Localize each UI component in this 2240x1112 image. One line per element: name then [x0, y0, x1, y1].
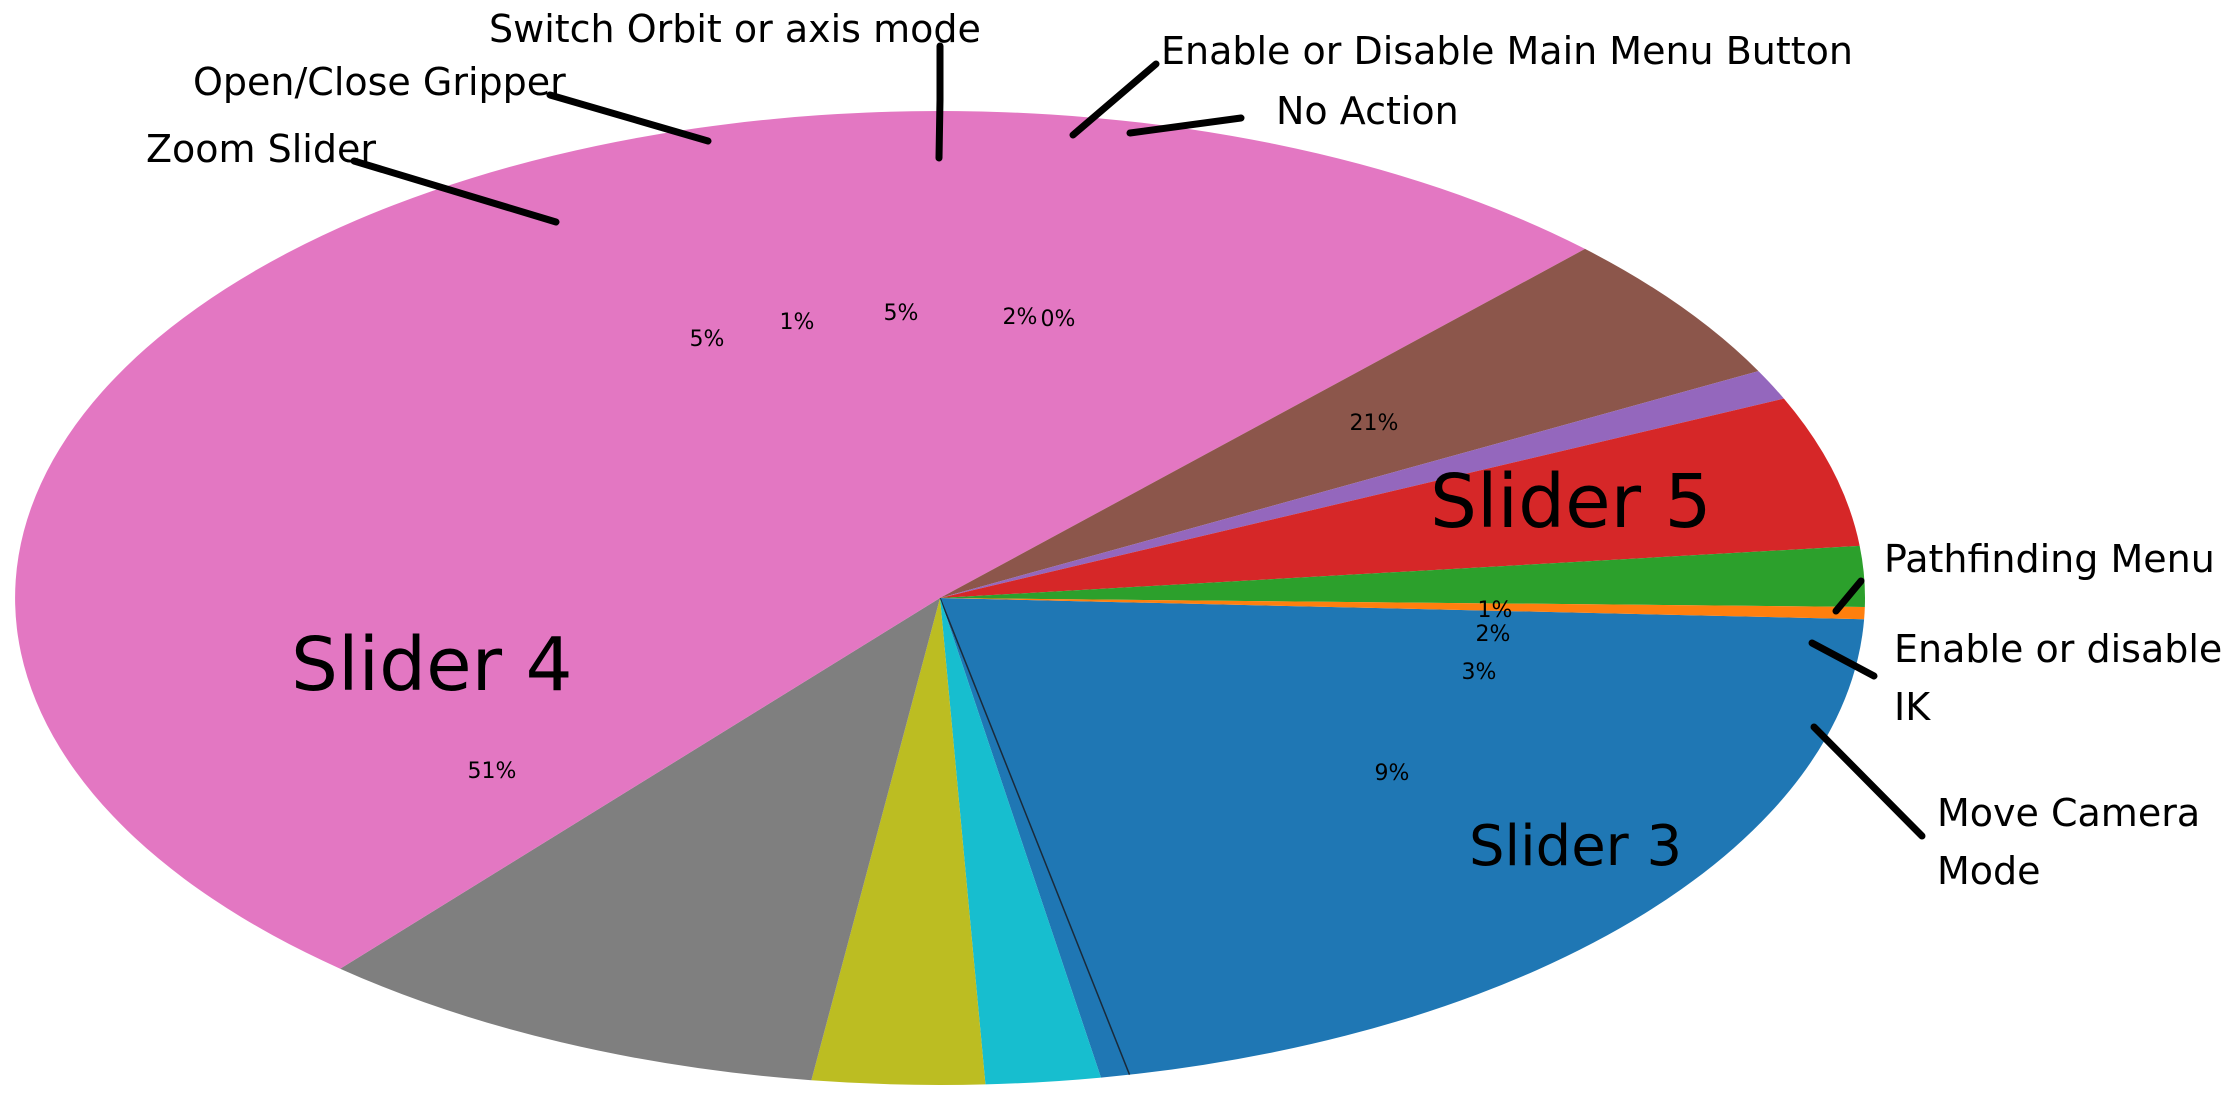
slice-name-pathfinding-menu: Pathfinding Menu	[1884, 537, 2215, 581]
pie-slice-slider-3	[340, 598, 940, 1081]
leader-line-pathfinding-menu	[1832, 577, 1865, 615]
slice-name-enable-or-disable-main-menu-button: Enable or Disable Main Menu Button	[1161, 29, 1853, 73]
percent-label-no-action: 0%	[1041, 307, 1076, 332]
percent-label-slider-5: 21%	[1350, 411, 1399, 436]
slice-name-no-action: No Action	[1276, 89, 1459, 133]
slice-name-slider-5: Slider 5	[1430, 459, 1712, 545]
leader-line-switch-orbit-or-axis-mode	[935, 42, 944, 162]
percent-label-enable-or-disable-ik: 2%	[1476, 622, 1511, 647]
slice-name-zoom-slider: Zoom Slider	[146, 127, 376, 171]
slice-name-move-camera-mode: Move Camera Mode	[1937, 791, 2200, 893]
slice-name-slider-3: Slider 3	[1469, 814, 1682, 879]
percent-label-move-camera-mode: 3%	[1462, 660, 1497, 685]
leader-line-move-camera-mode	[1810, 723, 1926, 840]
percent-label-slider-4: 51%	[468, 759, 517, 784]
percent-label-zoom-slider: 5%	[690, 327, 725, 352]
leader-lines-layer	[350, 42, 1926, 840]
percent-label-slider-3: 9%	[1375, 761, 1410, 786]
slice-name-enable-or-disable-ik: Enable or disable IK	[1894, 627, 2222, 729]
percent-label-switch-orbit-or-axis-mode: 5%	[884, 301, 919, 326]
slice-names-layer: Slider 5 Pathfinding Menu Enable or disabl…	[146, 7, 2222, 893]
slice-name-open-close-gripper: Open/Close Gripper	[193, 60, 566, 104]
slices-layer	[15, 111, 1865, 1085]
leader-line-open-close-gripper	[546, 91, 712, 145]
leader-line-zoom-slider	[350, 157, 560, 226]
leader-line-enable-or-disable-main-menu-button	[1069, 60, 1160, 139]
pie-slice-enable-or-disable-ik	[940, 598, 1101, 1085]
pie-slice-open-close-gripper	[940, 371, 1784, 598]
leader-line-enable-or-disable-ik	[1808, 639, 1878, 680]
pie-slice-enable-or-disable-main-menu-button	[940, 545, 1865, 607]
pie-slice-no-action	[940, 598, 1865, 620]
slice-separator	[939, 597, 1131, 1075]
pie-slice-move-camera-mode	[811, 598, 986, 1085]
leader-line-no-action	[1126, 114, 1245, 137]
percent-labels-layer: 21%1%2%3%9%51%5%1% 5% 2% 0%	[468, 301, 1513, 786]
pie-slice-zoom-slider	[940, 248, 1759, 598]
pie-slice-slider-5	[940, 598, 1865, 1075]
percent-label-open-close-gripper: 1%	[780, 310, 815, 335]
percent-label-enable-or-disable-main-menu-button: 2%	[1003, 305, 1038, 330]
pie-slice-slider-4	[15, 111, 1586, 969]
percent-label-pathfinding-menu: 1%	[1478, 598, 1513, 623]
slice-name-switch-orbit-or-axis-mode: Switch Orbit or axis mode	[489, 7, 981, 51]
pie-slice-switch-orbit-or-axis-mode	[940, 398, 1860, 598]
slice-name-slider-4: Slider 4	[291, 622, 573, 708]
